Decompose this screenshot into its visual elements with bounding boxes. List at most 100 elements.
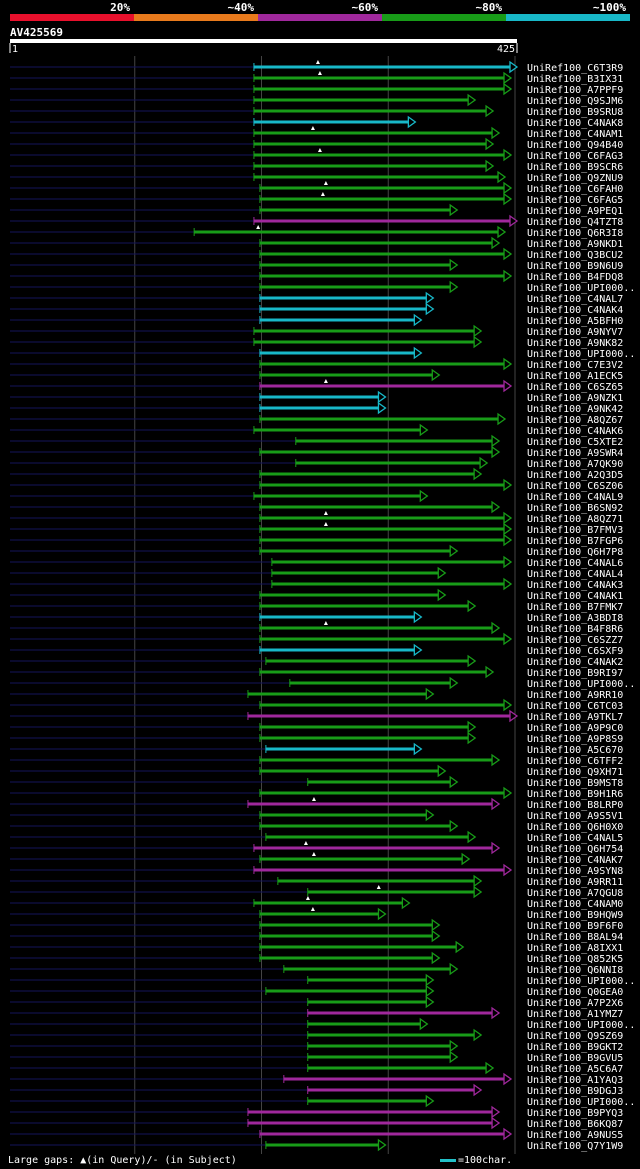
query-gap-marker — [310, 126, 315, 130]
hit-label: UniRef100_UPI000.. — [527, 679, 635, 690]
hit-label: UniRef100_Q6H7P8 — [527, 547, 623, 558]
hit-end-arrow — [503, 863, 513, 877]
hit-end-arrow — [473, 324, 483, 338]
hit-label: UniRef100_C6FAG3 — [527, 151, 623, 162]
query-end-label: 425 — [497, 44, 515, 55]
hit-label: UniRef100_B3IX31 — [527, 74, 623, 85]
hit-label: UniRef100_C4NAM0 — [527, 899, 623, 910]
hit-end-arrow — [491, 445, 501, 459]
hit-end-arrow — [413, 313, 423, 327]
hit-end-arrow — [377, 390, 387, 404]
hit-end-arrow — [503, 632, 513, 646]
hit-label: UniRef100_C4NAK8 — [527, 118, 623, 129]
hit-end-arrow — [449, 962, 459, 976]
legend-label: ~40% — [228, 1, 255, 14]
hit-end-arrow — [491, 621, 501, 635]
hit-label: UniRef100_C4NAL9 — [527, 492, 623, 503]
hit-label: UniRef100_UPI000.. — [527, 1020, 635, 1031]
hit-label: UniRef100_A2Q3D5 — [527, 470, 623, 481]
hit-end-arrow — [497, 412, 507, 426]
hit-end-arrow — [413, 610, 423, 624]
hit-end-arrow — [503, 577, 513, 591]
hit-label: UniRef100_B8LRP0 — [527, 800, 623, 811]
legend-label: ~100% — [593, 1, 626, 14]
hit-end-arrow — [449, 1039, 459, 1053]
hit-label: UniRef100_A9NYV7 — [527, 327, 623, 338]
hit-end-arrow — [431, 368, 441, 382]
hit-end-arrow — [431, 929, 441, 943]
query-gap-marker — [305, 896, 310, 900]
hit-end-arrow — [503, 357, 513, 371]
hit-label: UniRef100_B4FDQ8 — [527, 272, 623, 283]
hit-end-arrow — [461, 852, 471, 866]
hit-label: UniRef100_B9GVU5 — [527, 1053, 623, 1064]
hit-label: UniRef100_A9NUS5 — [527, 1130, 623, 1141]
legend-color-bin — [258, 14, 382, 21]
hit-label: UniRef100_A9P8S9 — [527, 734, 623, 745]
query-gap-marker — [311, 797, 316, 801]
hit-end-arrow — [491, 1006, 501, 1020]
hit-label: UniRef100_C6SZ65 — [527, 382, 623, 393]
hit-label: UniRef100_C7E3V2 — [527, 360, 623, 371]
hit-end-arrow — [503, 379, 513, 393]
hit-label: UniRef100_A7QGU8 — [527, 888, 623, 899]
hit-end-arrow — [503, 1072, 513, 1086]
hit-label: UniRef100_C4NAL7 — [527, 294, 623, 305]
hit-label: UniRef100_C4NAK4 — [527, 305, 623, 316]
hit-label: UniRef100_B6KQ87 — [527, 1119, 623, 1130]
hit-end-arrow — [491, 797, 501, 811]
hit-label: UniRef100_C4NAM1 — [527, 129, 623, 140]
hit-label: UniRef100_Q6H0X0 — [527, 822, 623, 833]
hit-end-arrow — [449, 819, 459, 833]
hit-end-arrow — [479, 456, 489, 470]
hit-end-arrow — [503, 192, 513, 206]
query-gap-marker — [323, 379, 328, 383]
hit-end-arrow — [503, 786, 513, 800]
hit-label: UniRef100_A5C6A7 — [527, 1064, 623, 1075]
hit-label: UniRef100_A9P9C0 — [527, 723, 623, 734]
hit-label: UniRef100_A9TKL7 — [527, 712, 623, 723]
scale-bar — [440, 1158, 456, 1162]
hit-end-arrow — [407, 115, 417, 129]
hit-end-arrow — [503, 555, 513, 569]
hit-label: UniRef100_Q6NNI8 — [527, 965, 623, 976]
hit-end-arrow — [473, 335, 483, 349]
hit-label: UniRef100_A9SYN8 — [527, 866, 623, 877]
hit-end-arrow — [467, 731, 477, 745]
hit-end-arrow — [437, 588, 447, 602]
hit-end-arrow — [449, 676, 459, 690]
query-gap-marker — [317, 71, 322, 75]
hit-end-arrow — [503, 533, 513, 547]
legend-label: ~60% — [352, 1, 379, 14]
hit-end-arrow — [431, 918, 441, 932]
hit-label: UniRef100_B9HQW9 — [527, 910, 623, 921]
hit-end-arrow — [467, 654, 477, 668]
hit-label: UniRef100_A8QZ71 — [527, 514, 623, 525]
hit-end-arrow — [485, 1061, 495, 1075]
hit-end-arrow — [503, 71, 513, 85]
hit-end-arrow — [491, 500, 501, 514]
hit-label: UniRef100_Q0GEA0 — [527, 987, 623, 998]
hit-end-arrow — [425, 687, 435, 701]
hit-end-arrow — [509, 60, 519, 74]
hit-label: UniRef100_C6FAG5 — [527, 195, 623, 206]
query-bar — [10, 39, 517, 43]
hit-end-arrow — [503, 269, 513, 283]
hit-label: UniRef100_Q7Y1W9 — [527, 1141, 623, 1152]
hit-end-arrow — [485, 159, 495, 173]
hit-label: UniRef100_B8AL94 — [527, 932, 623, 943]
hit-label: UniRef100_C4NAL4 — [527, 569, 623, 580]
hit-end-arrow — [485, 104, 495, 118]
hit-label: UniRef100_B6SN92 — [527, 503, 623, 514]
hit-end-arrow — [401, 896, 411, 910]
hit-end-arrow — [425, 984, 435, 998]
hit-end-arrow — [449, 544, 459, 558]
query-title: AV425569 — [10, 26, 63, 39]
hit-label: UniRef100_A1YMZ7 — [527, 1009, 623, 1020]
query-gap-marker — [303, 841, 308, 845]
hit-label: UniRef100_C6TC03 — [527, 701, 623, 712]
hit-end-arrow — [503, 511, 513, 525]
hit-end-arrow — [497, 170, 507, 184]
hit-label: UniRef100_A9S5V1 — [527, 811, 623, 822]
hit-label: UniRef100_C4NAK2 — [527, 657, 623, 668]
